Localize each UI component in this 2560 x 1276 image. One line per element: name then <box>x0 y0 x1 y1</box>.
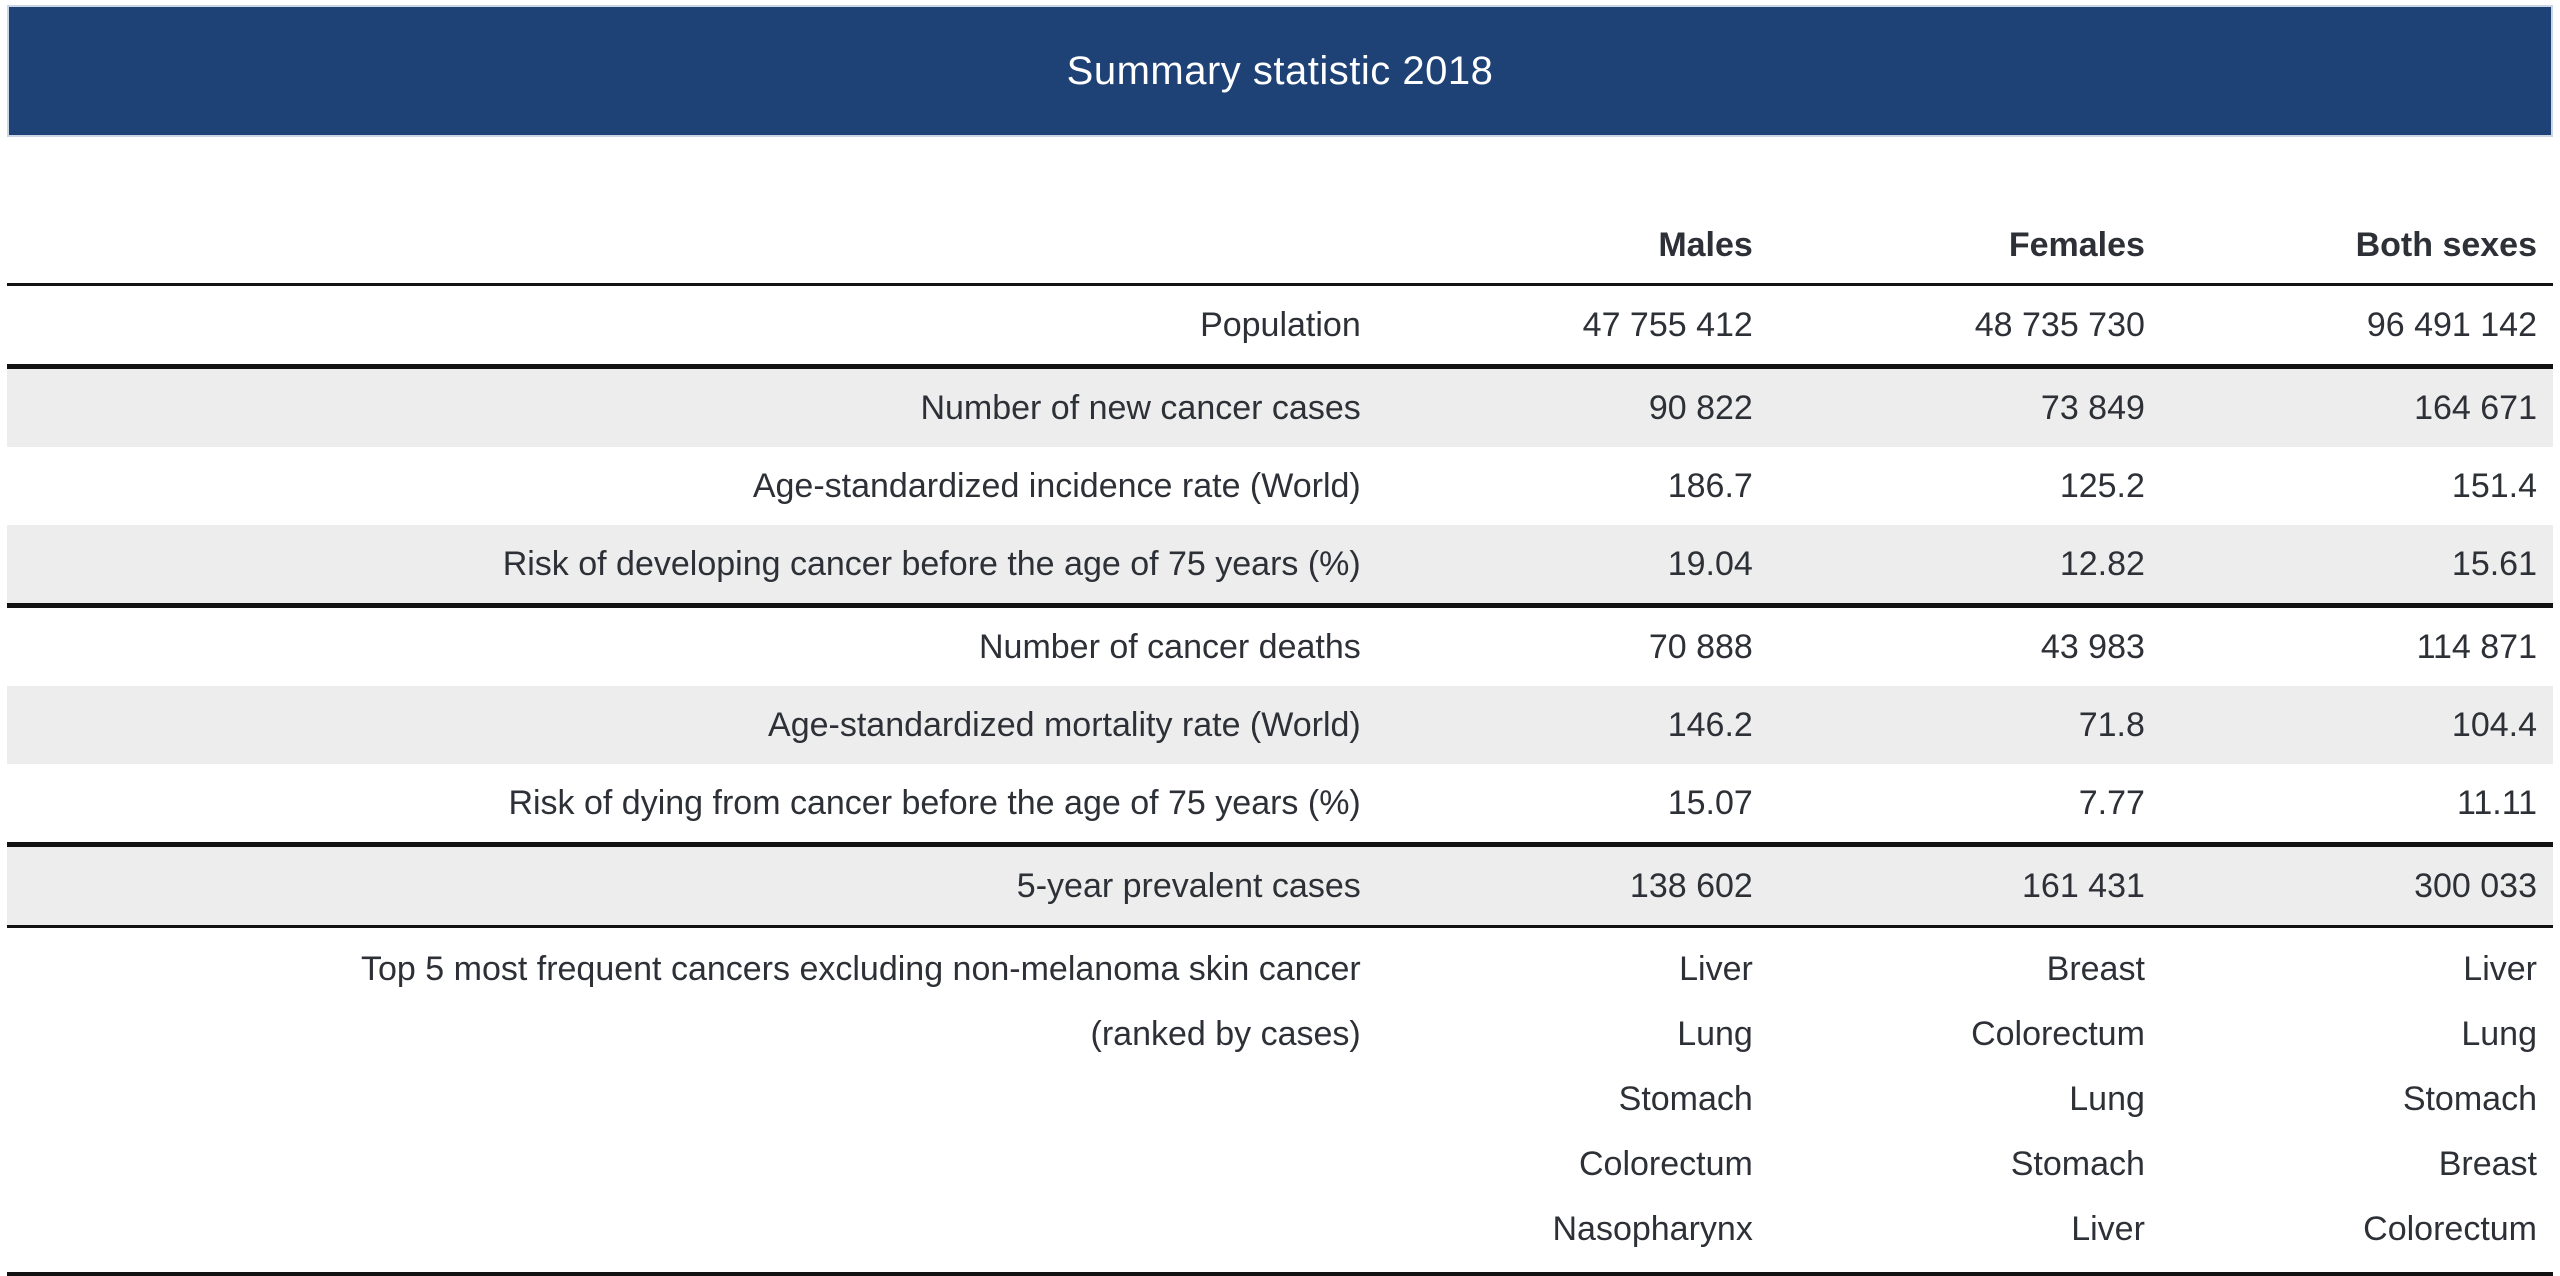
column-header-females: Females <box>1768 137 2161 286</box>
table-row-top5-cancers: Top 5 most frequent cancers excluding no… <box>7 926 2553 1276</box>
table-row-population: Population 47 755 412 48 735 730 96 491 … <box>7 284 2553 369</box>
top5-females-3: Lung <box>2069 1080 2145 1118</box>
cell-both-sexes: 15.61 <box>2160 525 2553 608</box>
row-label: Age-standardized incidence rate (World) <box>752 466 1361 505</box>
cell-both-sexes: 114 871 <box>2416 627 2537 666</box>
top5-both-3: Stomach <box>2402 1080 2537 1118</box>
cell-both-sexes: 11.11 <box>2160 764 2553 847</box>
top5-both-5: Colorectum <box>2363 1210 2537 1248</box>
table-header: Males Females Both sexes <box>7 137 2553 286</box>
top5-both-1: Liver <box>2463 950 2537 988</box>
cell-both-sexes: 96 491 142 <box>2160 284 2553 369</box>
top5-males-5: Nasopharynx <box>1552 1210 1753 1248</box>
cell-females: 71.8 <box>1768 686 2161 764</box>
top5-females-4: Stomach <box>2010 1145 2145 1183</box>
table-body: Population 47 755 412 48 735 730 96 491 … <box>7 284 2553 1276</box>
row-label: Population <box>7 284 1377 369</box>
cell-males: 138 602 <box>1376 844 1769 928</box>
cell-males: 19.04 <box>1376 525 1769 608</box>
title-bar: Summary statistic 2018 <box>7 5 2553 137</box>
top5-males-4: Colorectum <box>1578 1145 1753 1183</box>
summary-table: Males Females Both sexes Population 47 7… <box>7 137 2553 1276</box>
row-label: Number of cancer deaths <box>978 627 1361 666</box>
top5-both-2: Lung <box>2461 1015 2537 1053</box>
row-label: Risk of developing cancer before the age… <box>7 525 1377 608</box>
top5-females-1: Breast <box>2046 950 2145 988</box>
page-title: Summary statistic 2018 <box>1066 48 1494 93</box>
top5-males-1: Liver <box>1679 950 1753 988</box>
cell-top5-males: Liver Lung Stomach Colorectum Nasopharyn… <box>1376 926 1769 1276</box>
top5-males-3: Stomach <box>1618 1080 1753 1118</box>
top5-males-2: Lung <box>1677 1015 1753 1053</box>
table-row-prevalent-cases: 5-year prevalent cases 138 602 161 431 3… <box>7 844 2553 928</box>
row-label-top5: Top 5 most frequent cancers excluding no… <box>7 926 1377 1276</box>
cell-top5-both-sexes: Liver Lung Stomach Breast Colorectum <box>2160 926 2553 1276</box>
cell-males: 15.07 <box>1376 764 1769 847</box>
column-header-empty <box>7 137 1377 286</box>
header-row: Males Females Both sexes <box>7 137 2553 286</box>
cell-females: 7.77 <box>1768 764 2161 847</box>
table-row-mortality-rate: Age-standardized mortality rate (World) … <box>7 686 2553 764</box>
table-row-risk-dying: Risk of dying from cancer before the age… <box>7 764 2553 847</box>
cell-females: 125.2 <box>2059 466 2145 505</box>
table-row-new-cases: Number of new cancer cases 90 822 73 849… <box>7 366 2553 447</box>
cell-males: 146.2 <box>1376 686 1769 764</box>
cell-males: 90 822 <box>1376 366 1769 447</box>
cell-both-sexes: 104.4 <box>2160 686 2553 764</box>
table-row-incidence-rate: Age-standardized incidence rate (World) … <box>7 447 2553 525</box>
top5-both-4: Breast <box>2438 1145 2537 1183</box>
cell-both-sexes: 164 671 <box>2160 366 2553 447</box>
row-label: Age-standardized mortality rate (World) <box>7 686 1377 764</box>
row-label: Risk of dying from cancer before the age… <box>7 764 1377 847</box>
cell-males: 186.7 <box>1667 466 1753 505</box>
table-row-cancer-deaths: Number of cancer deaths 70 888 43 983 11… <box>7 606 2553 687</box>
cell-both-sexes: 300 033 <box>2160 844 2553 928</box>
cell-males: 47 755 412 <box>1376 284 1769 369</box>
cell-males: 70 888 <box>1648 627 1753 666</box>
cell-females: 43 983 <box>2040 627 2145 666</box>
cell-females: 161 431 <box>1768 844 2161 928</box>
top5-females-5: Liver <box>2071 1210 2145 1248</box>
column-header-males: Males <box>1376 137 1769 286</box>
column-header-both-sexes: Both sexes <box>2160 137 2553 286</box>
top5-label-line2: (ranked by cases) <box>1090 1015 1361 1053</box>
cell-both-sexes: 151.4 <box>2451 466 2537 505</box>
cell-females: 12.82 <box>1768 525 2161 608</box>
top5-label-line1: Top 5 most frequent cancers excluding no… <box>361 950 1361 988</box>
top5-females-2: Colorectum <box>1971 1015 2145 1053</box>
table-row-risk-developing: Risk of developing cancer before the age… <box>7 525 2553 608</box>
cell-females: 48 735 730 <box>1768 284 2161 369</box>
cell-females: 73 849 <box>1768 366 2161 447</box>
row-label: 5-year prevalent cases <box>7 844 1377 928</box>
cell-top5-females: Breast Colorectum Lung Stomach Liver <box>1768 926 2161 1276</box>
row-label: Number of new cancer cases <box>7 366 1377 447</box>
